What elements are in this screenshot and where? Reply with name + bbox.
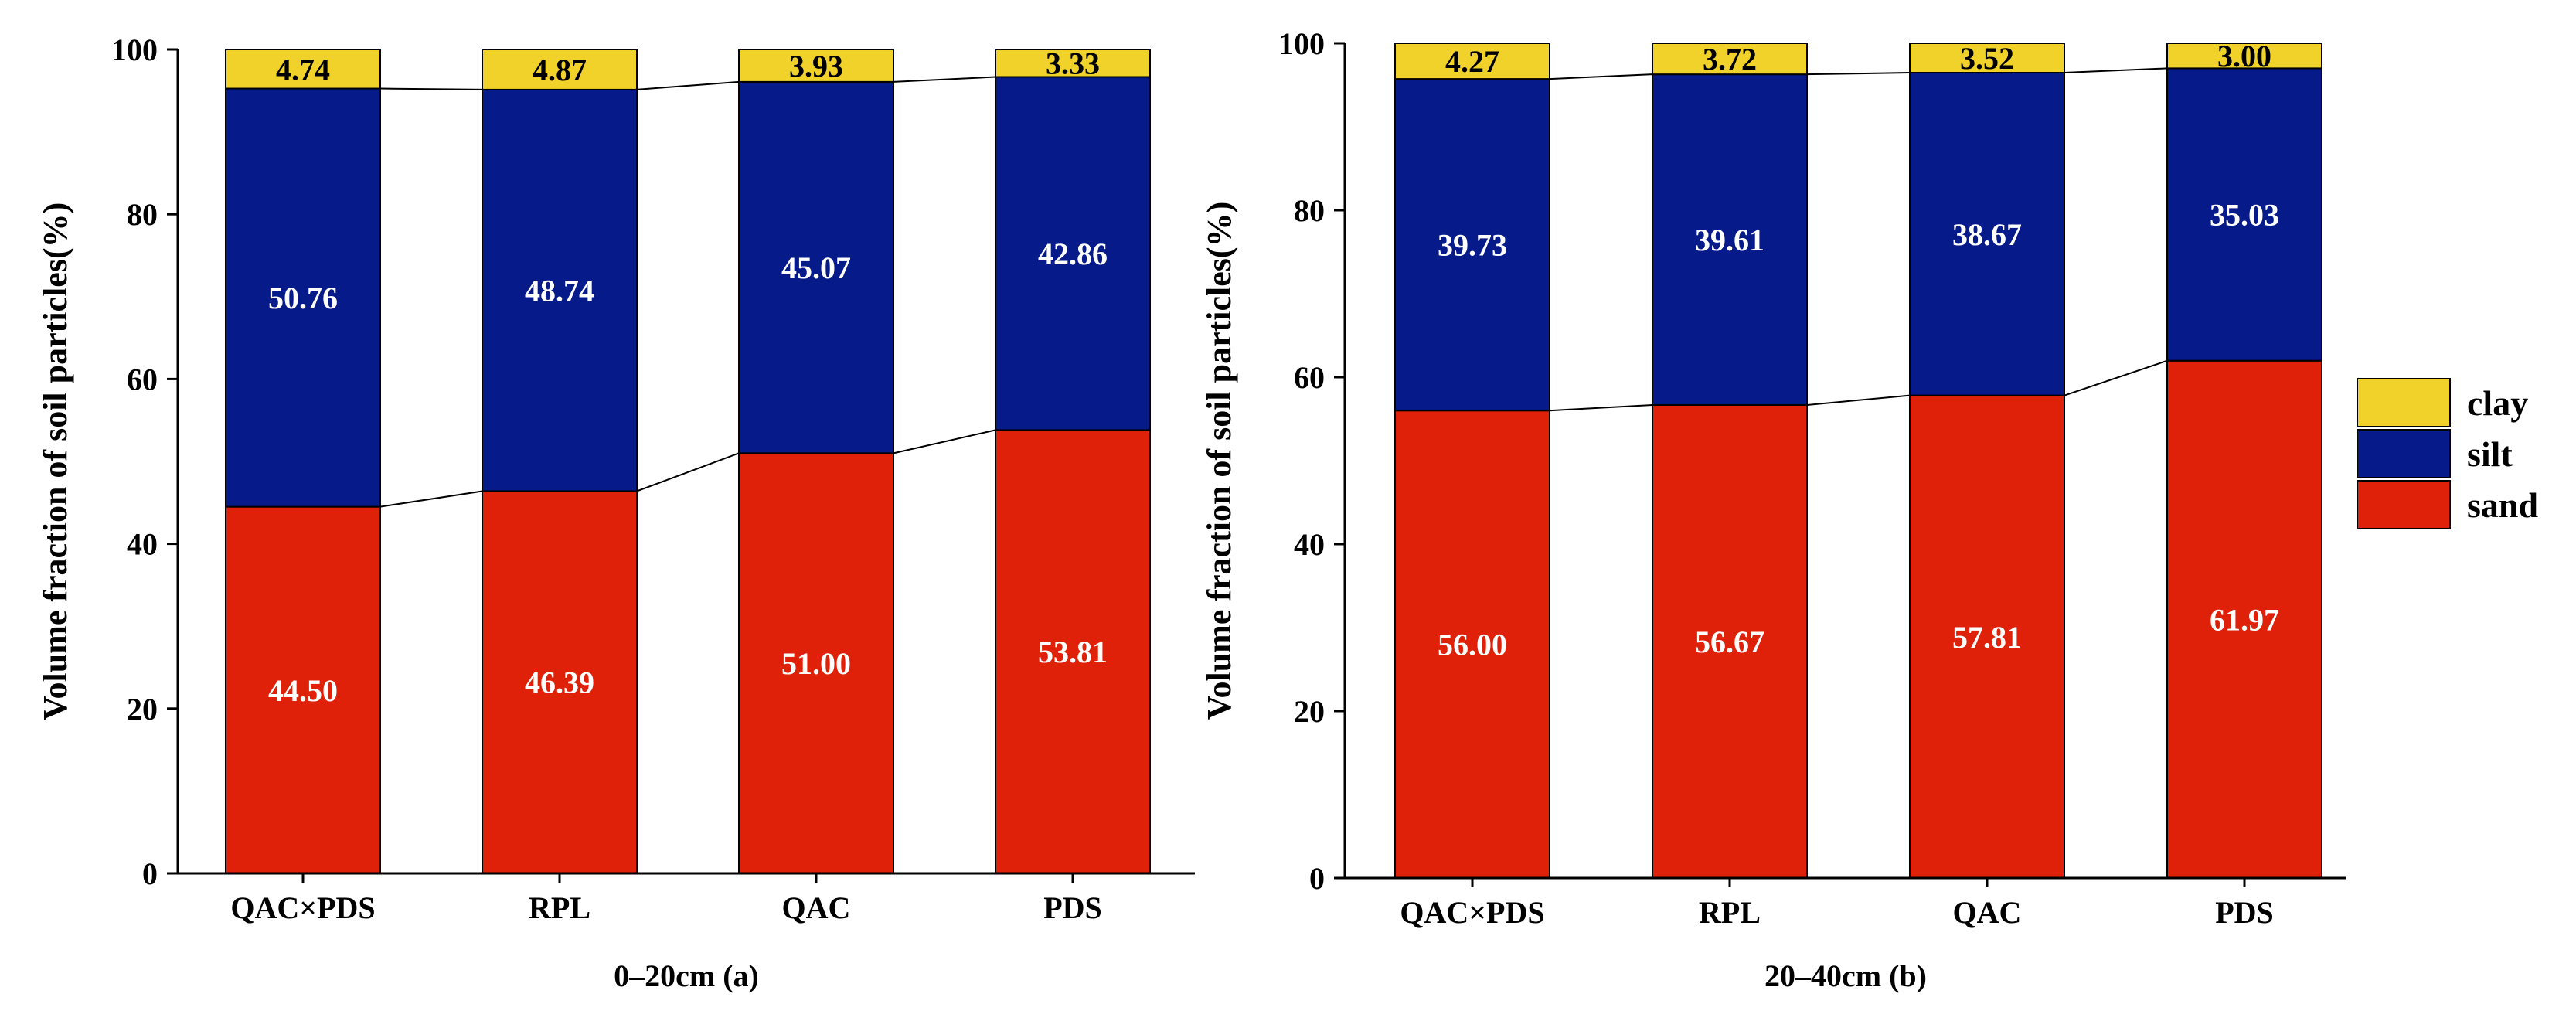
legend: clay silt sand — [2357, 378, 2538, 529]
y-tick-label-0: 0 — [142, 856, 158, 891]
y-tick-label-3: 60 — [1294, 360, 1325, 395]
connector-sand-1 — [1806, 394, 1911, 406]
legend-swatch-silt — [2357, 429, 2451, 478]
legend-swatch-sand — [2357, 480, 2451, 529]
bar-clay-3 — [995, 49, 1151, 78]
connector-sand-2 — [893, 429, 996, 454]
data-label-silt-0: 39.73 — [1438, 228, 1507, 263]
data-label-clay-1: 3.72 — [1703, 42, 1757, 77]
y-tick-label-5: 100 — [111, 32, 158, 67]
data-label-clay-3: 3.00 — [2217, 39, 2271, 73]
y-tick-label-0: 0 — [1309, 861, 1325, 896]
data-label-silt-1: 48.74 — [525, 274, 594, 308]
data-label-sand-1: 56.67 — [1695, 625, 1764, 659]
data-label-clay-0: 4.27 — [1445, 44, 1499, 79]
bar-sand-0 — [225, 505, 381, 874]
data-label-sand-2: 57.81 — [1952, 620, 2022, 655]
bar-silt-0 — [1394, 78, 1550, 412]
y-tick-label-4: 80 — [1294, 193, 1325, 228]
data-label-sand-3: 53.81 — [1038, 635, 1108, 669]
bar-clay-1 — [482, 49, 638, 90]
bar-clay-0 — [1394, 43, 1550, 80]
data-label-clay-1: 4.87 — [533, 53, 587, 87]
data-label-silt-3: 42.86 — [1038, 237, 1108, 271]
bar-silt-3 — [995, 76, 1151, 431]
bar-silt-0 — [225, 87, 381, 508]
y-axis-title: Volume fraction of soil particles(%) — [1200, 202, 1238, 720]
y-tick-label-1: 20 — [1294, 694, 1325, 729]
connector-sand-2 — [2064, 359, 2168, 396]
x-tick-label-0: QAC×PDS — [1400, 895, 1544, 930]
x-tick-label-2: QAC — [782, 890, 851, 925]
y-tick-label-1: 20 — [127, 692, 158, 727]
y-tick-label-2: 40 — [127, 527, 158, 562]
data-label-sand-2: 51.00 — [781, 646, 851, 681]
x-tick-label-1: RPL — [1699, 895, 1761, 930]
connector-silt-0 — [379, 87, 483, 90]
legend-label-clay: clay — [2467, 383, 2528, 423]
data-label-sand-3: 61.97 — [2210, 602, 2279, 637]
legend-label-sand: sand — [2467, 485, 2538, 525]
bar-sand-1 — [1652, 403, 1808, 879]
connector-silt-2 — [2064, 67, 2168, 74]
bar-sand-3 — [995, 429, 1151, 874]
legend-label-silt: silt — [2467, 434, 2513, 474]
bar-silt-3 — [2166, 67, 2322, 362]
bar-clay-1 — [1652, 43, 1808, 76]
panel-subtitle: 20–40cm (b) — [1764, 958, 1927, 993]
bar-silt-1 — [482, 88, 638, 492]
x-tick-label-3: PDS — [2215, 895, 2274, 930]
x-tick-label-0: QAC×PDS — [230, 890, 375, 925]
y-axis-title: Volume fraction of soil particles(%) — [36, 202, 74, 720]
connector-sand-1 — [636, 452, 740, 492]
data-label-clay-0: 4.74 — [276, 52, 330, 87]
connector-silt-0 — [1549, 73, 1653, 80]
bar-sand-2 — [738, 452, 894, 874]
connector-silt-1 — [636, 80, 740, 90]
bar-sand-1 — [482, 490, 638, 874]
connector-silt-2 — [893, 76, 996, 83]
data-label-clay-2: 3.93 — [789, 49, 843, 83]
bar-clay-2 — [738, 49, 894, 83]
bar-clay-0 — [225, 49, 381, 90]
bar-silt-2 — [1909, 72, 2065, 396]
data-label-silt-3: 35.03 — [2210, 198, 2279, 233]
chart-panel-b: 56.00 39.73 4.27 56.67 39.61 3.72 57.81 38.67 3.… — [1200, 26, 2346, 993]
data-label-silt-2: 38.67 — [1952, 217, 2022, 252]
panel-subtitle: 0–20cm (a) — [614, 958, 759, 993]
y-tick-label-4: 80 — [127, 197, 158, 232]
x-tick-label-3: PDS — [1043, 890, 1102, 925]
connector-sand-0 — [1549, 403, 1653, 412]
chart-panel-a: 44.50 50.76 4.74 46.39 48.74 4.87 51.00 45.07 3.… — [36, 32, 1195, 993]
data-label-silt-0: 50.76 — [268, 281, 338, 315]
y-tick-label-3: 60 — [127, 362, 158, 396]
data-label-clay-2: 3.52 — [1960, 41, 2014, 76]
y-tick-label-5: 100 — [1278, 26, 1325, 61]
data-label-clay-3: 3.33 — [1046, 46, 1100, 81]
data-label-sand-1: 46.39 — [525, 665, 594, 700]
x-tick-label-2: QAC — [1953, 895, 2022, 930]
data-label-silt-1: 39.61 — [1695, 223, 1764, 257]
data-label-sand-0: 56.00 — [1438, 628, 1507, 662]
data-label-sand-0: 44.50 — [268, 673, 338, 708]
x-tick-label-1: RPL — [529, 890, 590, 925]
bar-silt-2 — [738, 80, 894, 454]
bar-sand-0 — [1394, 410, 1550, 879]
bar-clay-2 — [1909, 43, 2065, 74]
bar-silt-1 — [1652, 73, 1808, 406]
connector-sand-0 — [379, 490, 483, 508]
legend-swatch-clay — [2357, 378, 2451, 427]
data-label-silt-2: 45.07 — [781, 250, 851, 285]
bar-sand-2 — [1909, 394, 2065, 880]
bar-sand-3 — [2166, 359, 2322, 879]
y-tick-label-2: 40 — [1294, 527, 1325, 562]
bar-clay-3 — [2166, 43, 2322, 70]
connector-silt-1 — [1806, 72, 1911, 76]
